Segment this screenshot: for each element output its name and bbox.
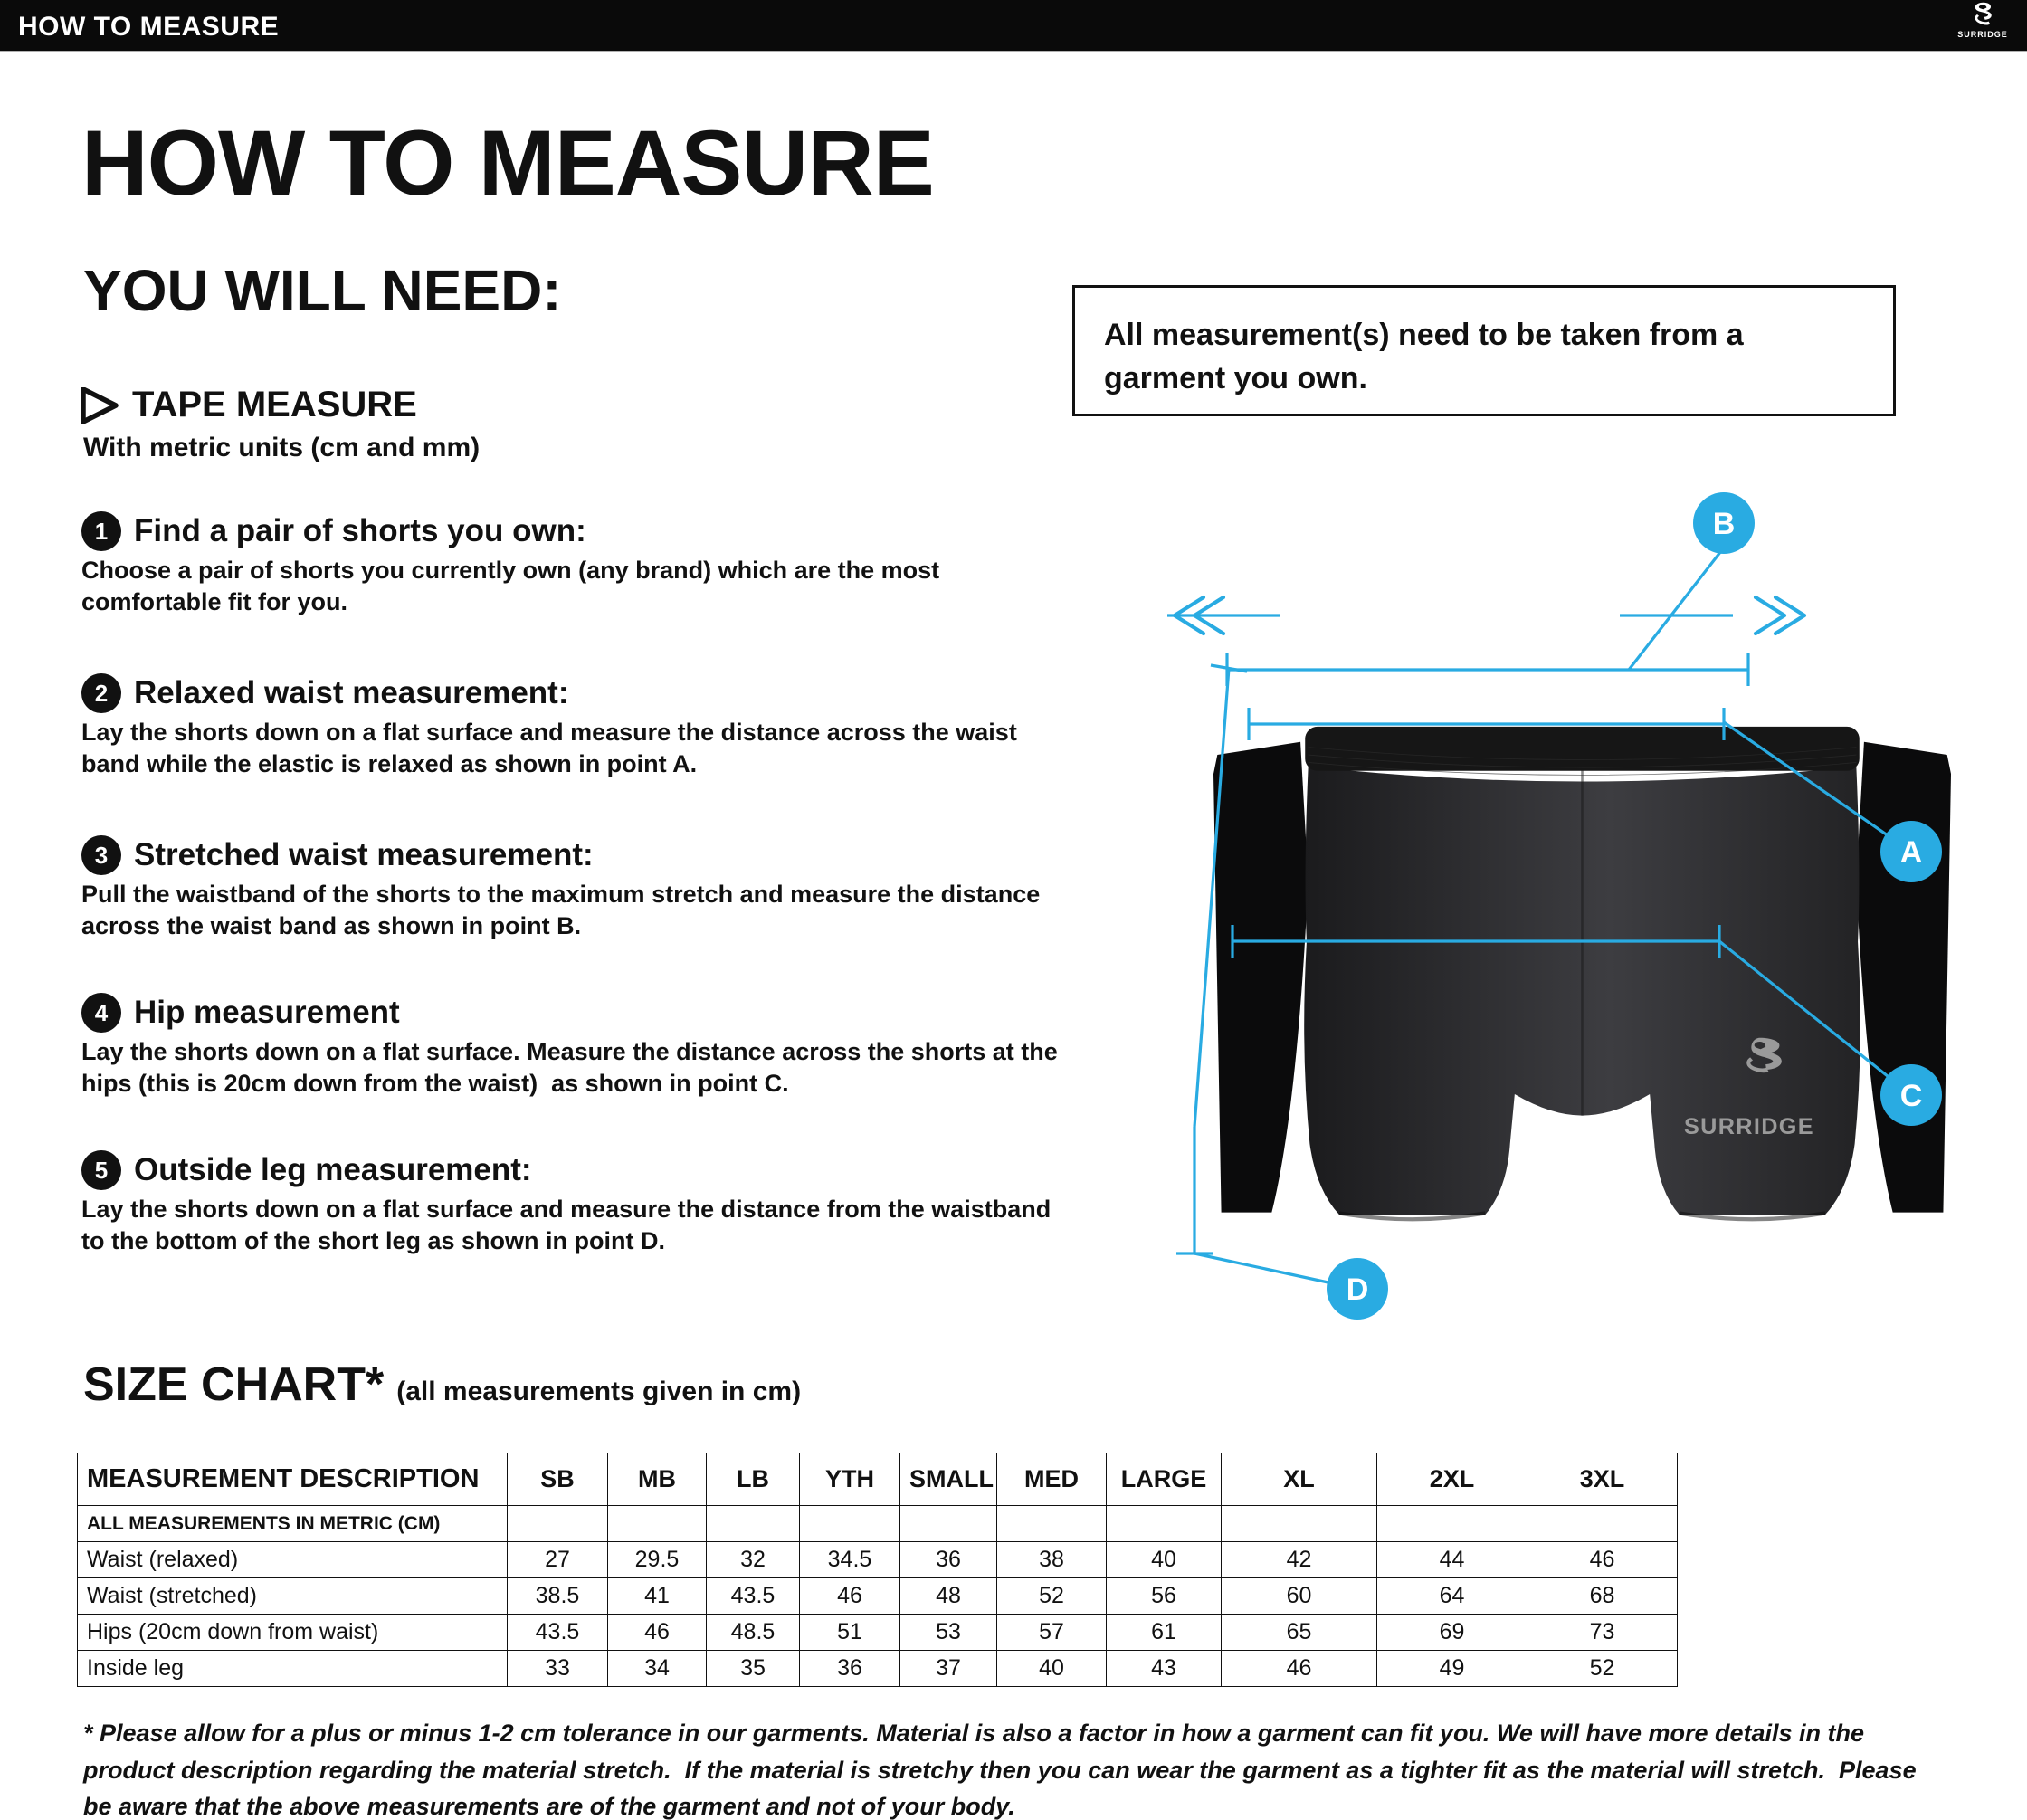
svg-text:A: A — [1900, 835, 1923, 870]
svg-text:D: D — [1347, 1272, 1369, 1307]
svg-text:B: B — [1713, 507, 1736, 541]
svg-text:C: C — [1900, 1079, 1923, 1113]
